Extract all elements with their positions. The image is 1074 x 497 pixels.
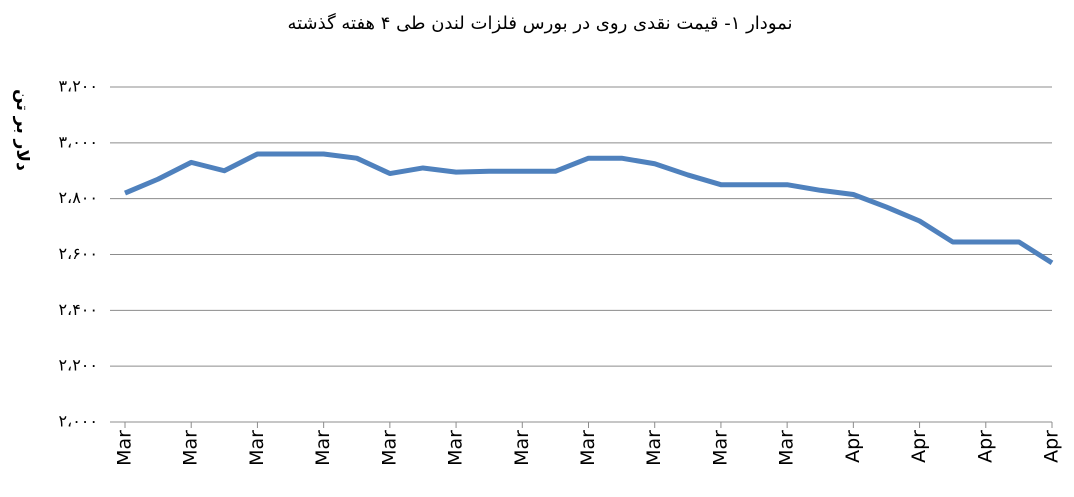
y-tick-label: ۲،۴۰۰: [58, 300, 98, 319]
x-tick-label: Mar: [511, 430, 533, 466]
y-tick-label: ۲،۶۰۰: [58, 244, 98, 263]
x-tick-label: Mar: [378, 430, 400, 466]
x-tick-label: Mar: [709, 430, 731, 466]
data-line: [124, 151, 1054, 265]
y-tick-label: ۳،۰۰۰: [58, 132, 98, 151]
y-axis-label: دلار بر تن: [12, 89, 32, 171]
x-tick-label: Apr: [908, 430, 930, 463]
y-tick-label: ۳،۲۰۰: [58, 77, 98, 96]
x-tick-label: Mar: [114, 430, 136, 466]
chart-title: نمودار ۱- قیمت نقدی روی در بورس فلزات لن…: [287, 12, 792, 34]
x-tick-label: Mar: [312, 430, 334, 466]
x-tick-label: Mar: [445, 430, 467, 466]
y-tick-label: ۲،۸۰۰: [58, 188, 98, 207]
x-tick-label: Mar: [577, 430, 599, 466]
x-tick-label: Apr: [842, 430, 864, 463]
x-tick-label: Mar: [643, 430, 665, 466]
x-tick-label: Mar: [180, 430, 202, 466]
x-tick-label: Mar: [776, 430, 798, 466]
y-tick-label: ۲،۰۰۰: [58, 412, 98, 431]
x-tick-label: Apr: [974, 430, 996, 463]
x-tick-label: Apr: [1041, 430, 1063, 463]
y-tick-label: ۲،۲۰۰: [58, 356, 98, 375]
x-tick-label: Mar: [246, 430, 268, 466]
